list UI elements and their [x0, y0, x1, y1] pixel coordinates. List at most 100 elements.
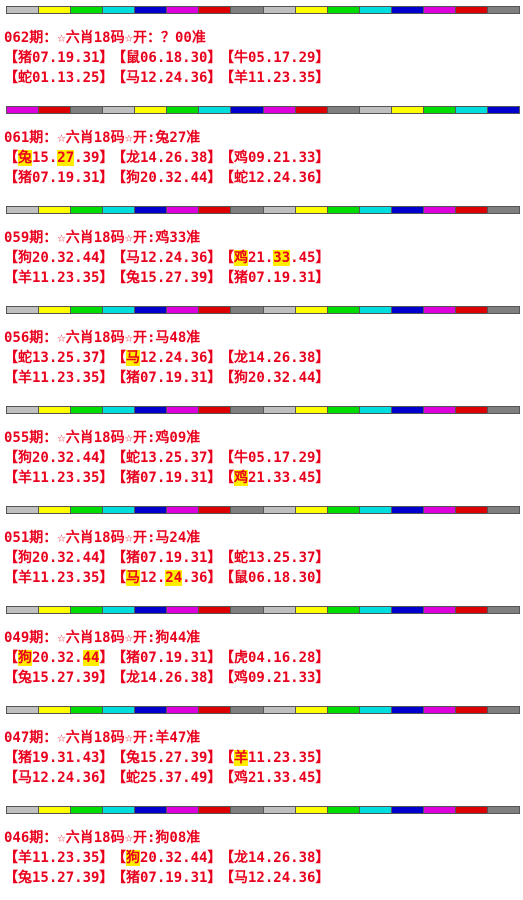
color-segment	[327, 207, 360, 213]
color-segment	[455, 307, 488, 313]
item-text: 【牛05.17.29】	[220, 450, 330, 466]
color-segment	[295, 807, 328, 813]
zodiac-item: 【龙14.26.38】	[112, 149, 221, 167]
item-text: 【猪07.19.31】	[112, 370, 222, 386]
color-segment	[295, 307, 328, 313]
color-segment	[423, 107, 456, 113]
color-segment	[391, 307, 424, 313]
item-text: 【蛇13.25.37】	[4, 350, 114, 366]
zodiac-item: 【兔15.27.39】	[112, 269, 221, 287]
item-text: 【羊11.23.35】	[4, 270, 114, 286]
color-segment	[423, 207, 456, 213]
zodiac-item: 【羊11.23.35】	[4, 469, 113, 487]
item-text: 【牛05.17.29】	[220, 50, 330, 66]
item-text: 【龙14.26.38】	[220, 350, 330, 366]
color-segment	[263, 707, 296, 713]
color-bar	[6, 106, 520, 114]
highlight-text: 鸡	[234, 470, 248, 486]
item-text: 【蛇12.24.36】	[220, 170, 330, 186]
record-title: 046期：☆六肖18码☆开:狗08准	[4, 830, 201, 846]
color-segment	[103, 507, 136, 513]
zodiac-item: 【羊11.23.35】	[4, 369, 113, 387]
color-segment	[135, 407, 168, 413]
item-text: 【兔15.27.39】	[4, 870, 114, 886]
color-segment	[263, 807, 296, 813]
zodiac-item: 【牛05.17.29】	[220, 449, 329, 467]
color-segment	[263, 607, 296, 613]
color-segment	[327, 607, 360, 613]
color-segment	[103, 7, 136, 13]
color-segment	[327, 507, 360, 513]
zodiac-item: 【龙14.26.38】	[220, 849, 329, 867]
color-segment	[7, 307, 40, 313]
item-text: 【猪07.19.31】	[220, 270, 330, 286]
item-text: 【鸡21.33.45】	[220, 770, 330, 786]
zodiac-item: 【猪07.19.31】	[112, 369, 221, 387]
record-title: 055期：☆六肖18码☆开:鸡09准	[4, 430, 201, 446]
color-segment	[71, 207, 104, 213]
color-segment	[455, 7, 488, 13]
item-text: 20.32.	[32, 650, 83, 666]
color-segment	[391, 707, 424, 713]
color-segment	[231, 7, 264, 13]
item-text: 【蛇25.37.49】	[112, 770, 222, 786]
color-segment	[455, 807, 488, 813]
color-segment	[487, 407, 519, 413]
color-segment	[71, 707, 104, 713]
highlight-text: 27	[57, 150, 75, 166]
color-segment	[359, 807, 392, 813]
color-segment	[455, 607, 488, 613]
color-segment	[391, 7, 424, 13]
color-segment	[455, 107, 488, 113]
record-title: 059期：☆六肖18码☆开:鸡33准	[4, 230, 201, 246]
zodiac-item: 【猪07.19.31】	[112, 469, 221, 487]
zodiac-item: 【猪07.19.31】	[220, 269, 329, 287]
zodiac-item: 【马12.24.36】	[4, 769, 113, 787]
color-segment	[39, 107, 72, 113]
item-text: 【虎04.16.28】	[220, 650, 330, 666]
item-text: 20.32.44】	[140, 850, 222, 866]
item-text: 【狗20.32.44】	[4, 550, 114, 566]
item-text: 【羊11.23.35】	[4, 850, 114, 866]
zodiac-item: 【鸡21.33.45】	[220, 769, 329, 787]
item-text: 【猪07.19.31】	[112, 870, 222, 886]
item-text: 【	[220, 750, 234, 766]
item-text: 【马12.24.36】	[112, 250, 222, 266]
color-bar	[6, 606, 520, 614]
item-text: 】	[99, 650, 114, 666]
item-text: 【龙14.26.38】	[112, 150, 222, 166]
color-segment	[7, 807, 40, 813]
zodiac-item: 【猪07.19.31】	[112, 869, 221, 887]
item-text: 【	[220, 250, 234, 266]
item-text: 【兔15.27.39】	[112, 750, 222, 766]
color-segment	[103, 707, 136, 713]
color-segment	[167, 707, 200, 713]
zodiac-item: 【猪07.19.31】	[4, 49, 113, 67]
color-segment	[71, 407, 104, 413]
color-segment	[167, 7, 200, 13]
highlight-text: 24	[165, 570, 183, 586]
zodiac-item: 【龙14.26.38】	[112, 669, 221, 687]
zodiac-item: 【狗20.32.44】	[4, 249, 113, 267]
color-segment	[391, 407, 424, 413]
color-segment	[359, 307, 392, 313]
color-segment	[359, 207, 392, 213]
color-segment	[487, 507, 519, 513]
zodiac-item: 【狗20.32.44】	[4, 449, 113, 467]
item-text: 【鼠06.18.30】	[112, 50, 222, 66]
color-segment	[295, 607, 328, 613]
color-segment	[263, 507, 296, 513]
color-segment	[103, 607, 136, 613]
highlight-text: 兔	[18, 150, 32, 166]
color-segment	[39, 407, 72, 413]
item-text: 【猪07.19.31】	[112, 650, 222, 666]
color-segment	[327, 107, 360, 113]
color-segment	[487, 607, 519, 613]
color-segment	[199, 407, 232, 413]
item-text: 12.	[140, 570, 166, 586]
color-segment	[455, 707, 488, 713]
color-segment	[263, 307, 296, 313]
item-text: 【猪07.19.31】	[4, 50, 114, 66]
color-segment	[231, 407, 264, 413]
color-segment	[199, 707, 232, 713]
